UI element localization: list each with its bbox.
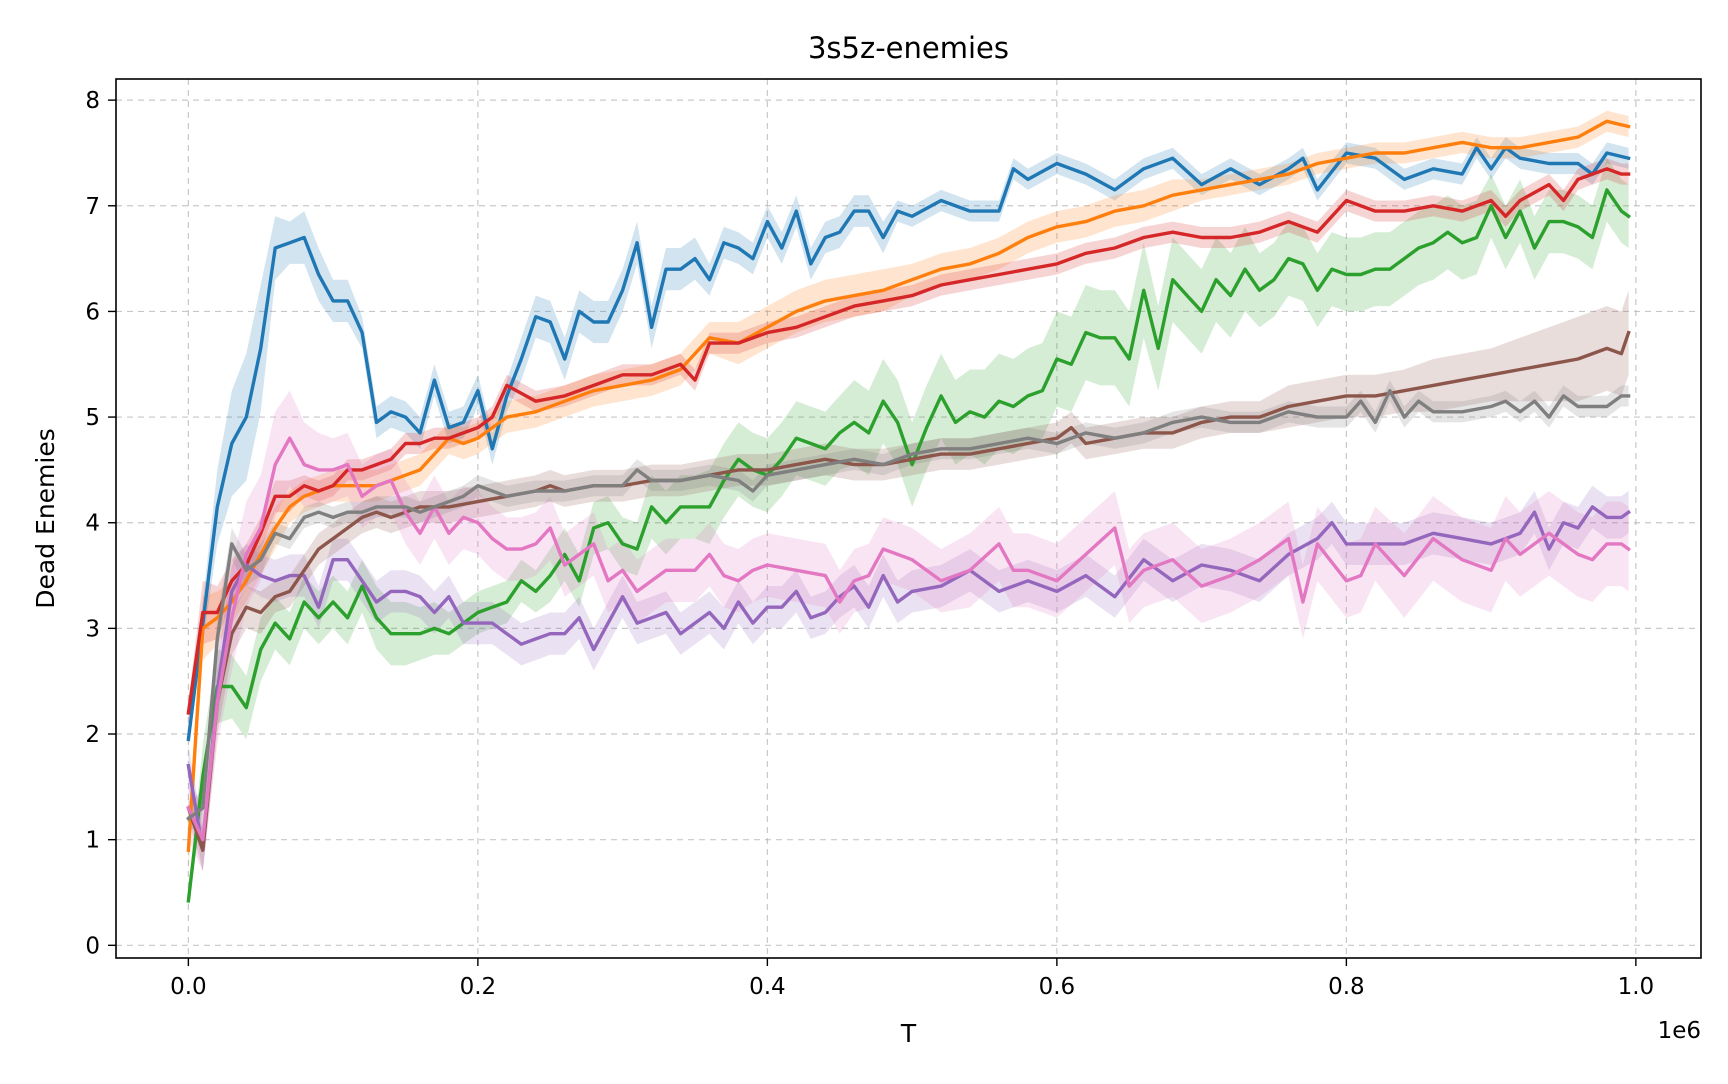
chart-title: 3s5z-enemies bbox=[808, 31, 1009, 65]
series-3-line bbox=[186, 188, 1631, 903]
y-axis-label: Dead Enemies bbox=[31, 428, 60, 609]
x-tick-label: 0.8 bbox=[1328, 974, 1365, 1000]
x-axis-label: T bbox=[900, 1019, 917, 1048]
x-tick-label: 0.4 bbox=[749, 974, 786, 1000]
y-tick-label: 8 bbox=[85, 88, 100, 114]
y-tick-label: 3 bbox=[85, 616, 100, 642]
y-tick-label: 7 bbox=[85, 194, 100, 220]
series-8-line bbox=[186, 389, 1631, 821]
x-tick-label: 0.6 bbox=[1039, 974, 1076, 1000]
series-4-line bbox=[186, 167, 1631, 715]
series-5-band bbox=[188, 485, 1629, 872]
series-3-band bbox=[188, 158, 1629, 907]
y-tick-label: 2 bbox=[85, 722, 100, 748]
series-5-line bbox=[186, 505, 1631, 852]
x-tick-label: 0.2 bbox=[460, 974, 497, 1000]
y-tick-label: 1 bbox=[85, 828, 100, 854]
series-7-line bbox=[186, 436, 1631, 842]
x-tick-label: 1.0 bbox=[1618, 974, 1655, 1000]
y-tick-label: 5 bbox=[85, 405, 100, 431]
y-tick-label: 0 bbox=[85, 933, 100, 959]
series-6-line bbox=[186, 330, 1631, 852]
series-lines bbox=[186, 119, 1631, 903]
y-tick-label: 6 bbox=[85, 299, 100, 325]
x-tick-label: 0.0 bbox=[170, 974, 207, 1000]
x-axis-offset-label: 1e6 bbox=[1658, 1018, 1701, 1044]
plot-frame bbox=[115, 78, 1702, 959]
series-7-band bbox=[188, 390, 1629, 872]
y-tick-label: 4 bbox=[85, 511, 100, 537]
axis-ticks: 0.0 0.2 0.4 0.6 0.8 1.0 0 1 2 3 4 5 6 7 8 bbox=[85, 88, 1654, 1000]
